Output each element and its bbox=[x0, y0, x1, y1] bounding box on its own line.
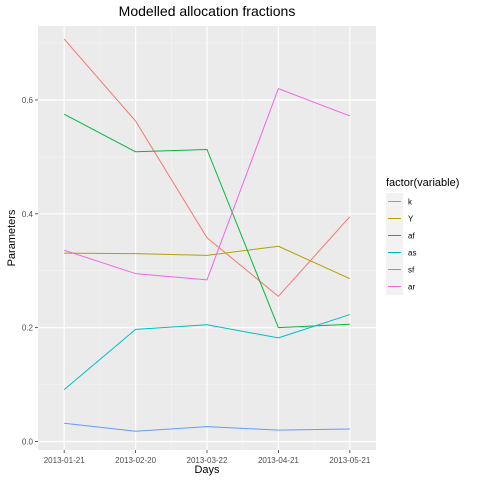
legend-item-as: as bbox=[386, 244, 416, 261]
y-tick-label-0: 0.0 bbox=[22, 437, 34, 446]
series-lines bbox=[63, 38, 351, 432]
x-tick-label-4: 2013-05-21 bbox=[329, 456, 370, 465]
series-line-sf bbox=[64, 422, 350, 432]
legend-label-sf: sf bbox=[408, 266, 415, 275]
x-axis: 2013-01-21 2013-02-20 2013-03-22 2013-04-21… bbox=[44, 450, 371, 465]
legend-label-as: as bbox=[408, 249, 416, 258]
x-tick-label-1: 2013-02-20 bbox=[115, 456, 156, 465]
legend-title: factor(variable) bbox=[386, 177, 459, 189]
x-tick-label-3: 2013-04-21 bbox=[258, 456, 299, 465]
chart-title: Modelled allocation fractions bbox=[119, 3, 296, 19]
series-line-as bbox=[63, 314, 350, 391]
series-line-af bbox=[63, 113, 350, 329]
legend-item-af: af bbox=[386, 227, 415, 244]
legend-label-af: af bbox=[408, 232, 415, 241]
legend-item-Y: Y bbox=[386, 210, 414, 227]
legend-item-k: k bbox=[386, 193, 413, 210]
y-axis-title: Parameters bbox=[6, 209, 18, 266]
x-tick-label-0: 2013-01-21 bbox=[44, 456, 85, 465]
x-axis-title: Days bbox=[194, 464, 220, 476]
legend-label-k: k bbox=[408, 198, 413, 207]
series-line-k bbox=[63, 38, 351, 297]
series-line-ar bbox=[64, 88, 350, 281]
legend-item-ar: ar bbox=[386, 278, 415, 295]
series-line-Y bbox=[64, 245, 351, 280]
y-tick-label-3: 0.6 bbox=[22, 96, 34, 105]
legend-label-ar: ar bbox=[408, 283, 415, 292]
legend-label-Y: Y bbox=[408, 215, 414, 224]
legend-item-sf: sf bbox=[386, 261, 415, 278]
x-tick-label-2: 2013-03-22 bbox=[187, 456, 228, 465]
y-tick-label-2: 0.4 bbox=[22, 210, 34, 219]
y-tick-label-1: 0.2 bbox=[22, 324, 34, 333]
y-axis: 0.0 0.2 0.4 0.6 bbox=[22, 96, 38, 446]
